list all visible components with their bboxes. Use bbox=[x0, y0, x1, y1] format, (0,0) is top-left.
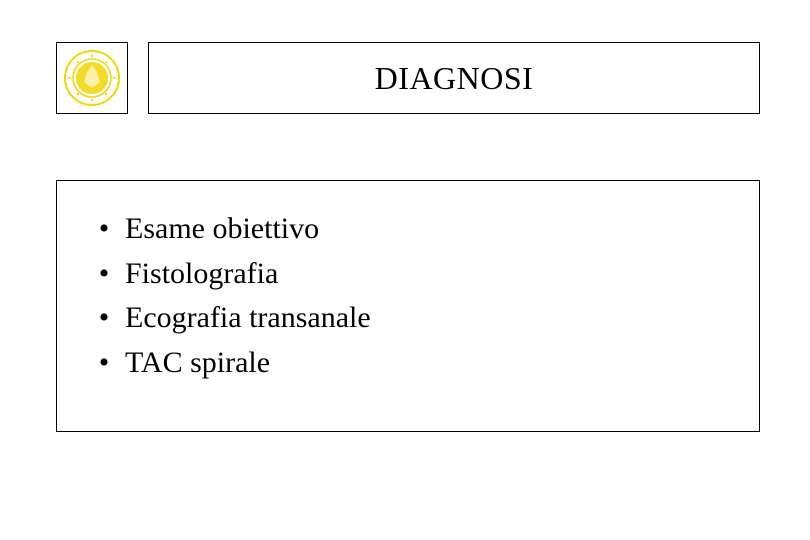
bullet-icon: • bbox=[97, 259, 111, 289]
logo-box bbox=[56, 42, 128, 114]
list-item-text: Fistolografia bbox=[125, 254, 278, 295]
header-row: DIAGNOSI bbox=[56, 42, 760, 114]
bullet-icon: • bbox=[97, 214, 111, 244]
list-item-text: Esame obiettivo bbox=[125, 209, 319, 250]
bullet-list: • Esame obiettivo • Fistolografia • Ecog… bbox=[97, 209, 719, 383]
list-item: • Fistolografia bbox=[97, 254, 719, 295]
list-item: • Esame obiettivo bbox=[97, 209, 719, 250]
content-box: • Esame obiettivo • Fistolografia • Ecog… bbox=[56, 180, 760, 432]
page-title: DIAGNOSI bbox=[375, 60, 534, 97]
list-item: • Ecografia transanale bbox=[97, 298, 719, 339]
bullet-icon: • bbox=[97, 303, 111, 333]
university-seal-icon bbox=[64, 50, 120, 106]
bullet-icon: • bbox=[97, 348, 111, 378]
list-item-text: TAC spirale bbox=[125, 343, 270, 384]
title-box: DIAGNOSI bbox=[148, 42, 760, 114]
list-item-text: Ecografia transanale bbox=[125, 298, 371, 339]
list-item: • TAC spirale bbox=[97, 343, 719, 384]
